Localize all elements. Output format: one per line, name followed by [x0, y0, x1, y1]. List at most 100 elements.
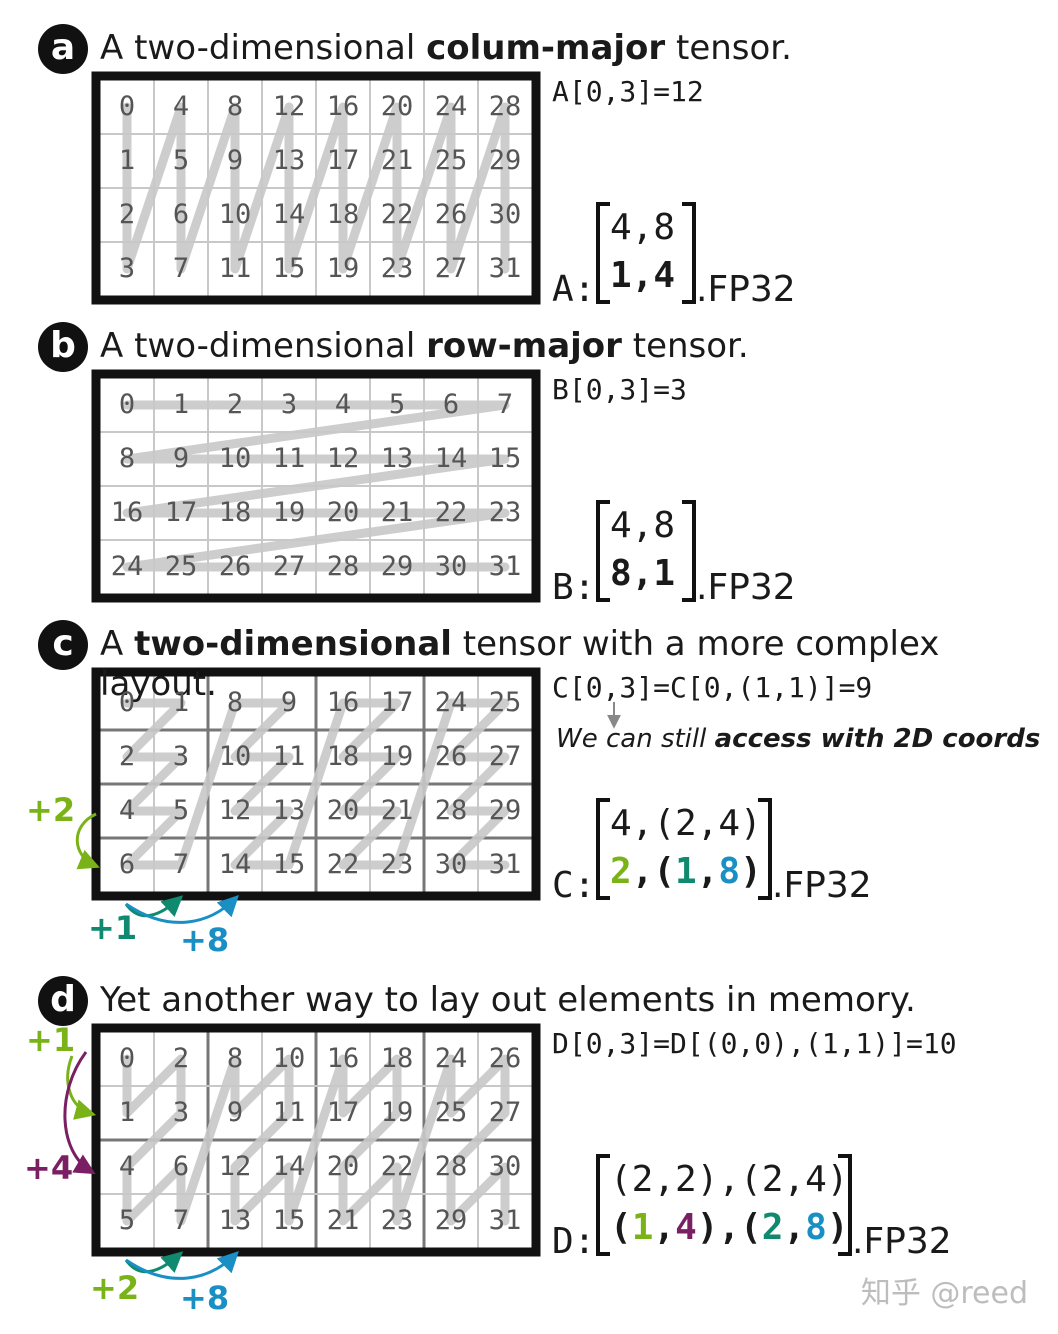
tensor-cell: 21	[380, 795, 414, 826]
stride-arrow-bottom-1	[124, 895, 184, 918]
tensor-cell: 4	[172, 91, 190, 122]
tensor-cell: 25	[434, 1097, 468, 1128]
tensor-cell: 14	[434, 443, 468, 474]
tensor-cell: 24	[434, 687, 468, 718]
panel-title-post: tensor.	[621, 326, 749, 366]
access-note-bold: access with 2D coords	[714, 724, 1041, 754]
tensor-cell: 31	[488, 849, 522, 880]
tensor-cell: 28	[488, 91, 522, 122]
tensor-cell: 6	[118, 849, 136, 880]
layout-shape-top: (2,2),(2,4)	[610, 1159, 849, 1200]
stride-label-bottom-2: +8	[180, 921, 230, 959]
tensor-cell: 23	[380, 849, 414, 880]
tensor-cell: 7	[172, 1205, 190, 1236]
stride-arrow-left-2	[63, 1051, 96, 1175]
matrix-bracket-left	[596, 798, 610, 900]
matrix-bracket-right	[758, 798, 772, 900]
tensor-cell: 1	[172, 687, 190, 718]
tensor-cell: 17	[380, 687, 414, 718]
matrix-bracket-left	[596, 1154, 610, 1256]
tensor-cell: 9	[226, 1097, 244, 1128]
layout-shape-top: 4,(2,4)	[610, 803, 762, 844]
tensor-cell: 8	[226, 1043, 244, 1074]
tensor-cell: 11	[218, 253, 252, 284]
tensor-dtype: .FP32	[852, 1221, 952, 1262]
panel-title-pre: A two-dimensional	[100, 326, 427, 366]
tensor-cell: 23	[380, 1205, 414, 1236]
tensor-cell: 7	[496, 389, 514, 420]
tensor-cell: 3	[172, 1097, 190, 1128]
tensor-cell: 4	[118, 795, 136, 826]
tensor-cell: 15	[272, 1205, 306, 1236]
panel-title-bold: colum-major	[426, 28, 666, 68]
tensor-cell: 31	[488, 253, 522, 284]
tensor-cell: 13	[380, 443, 414, 474]
tensor-cell: 12	[272, 91, 306, 122]
tensor-cell: 28	[326, 551, 360, 582]
tensor-dtype: .FP32	[696, 269, 796, 310]
stride-label-bottom-1: +2	[90, 1269, 140, 1307]
tensor-cell: 21	[380, 145, 414, 176]
panel-title: A two-dimensional row-major tensor.	[100, 326, 749, 366]
tensor-cell: 9	[172, 443, 190, 474]
tensor-border	[91, 667, 541, 901]
stride-arrow-left-1	[66, 1055, 97, 1120]
tensor-cell: 29	[488, 795, 522, 826]
tensor-cell: 10	[218, 741, 252, 772]
tensor-cell: 3	[118, 253, 136, 284]
tensor-cell: 18	[326, 741, 360, 772]
stride-label-left: +2	[26, 791, 76, 829]
tensor-cell: 19	[380, 741, 414, 772]
tensor-cell: 0	[118, 389, 136, 420]
tensor-cell: 2	[118, 199, 136, 230]
layout-stride: (1,4),(2,8)	[610, 1208, 849, 1248]
tensor-dtype: .FP32	[696, 567, 796, 608]
tensor-cell: 27	[488, 1097, 522, 1128]
layout-shape-top: 4,8	[610, 207, 676, 248]
tensor-cell: 3	[280, 389, 298, 420]
stride-part: 1,4	[610, 255, 676, 296]
tensor-cell: 19	[272, 497, 306, 528]
tensor-cell: 29	[434, 1205, 468, 1236]
tensor-cell: 18	[218, 497, 252, 528]
tensor-cell: 8	[226, 91, 244, 122]
tensor-cell: 16	[326, 91, 360, 122]
tensor-cell: 20	[380, 91, 414, 122]
tensor-border	[91, 1023, 541, 1257]
tensor-cell: 30	[434, 551, 468, 582]
panel-badge-c: c	[38, 620, 88, 670]
matrix-bracket-left	[596, 500, 610, 602]
stride-part: (	[610, 1207, 632, 1248]
tensor-cell: 4	[334, 389, 352, 420]
tensor-cell: 5	[388, 389, 406, 420]
tensor-cell: 9	[226, 145, 244, 176]
stride-label-left-1: +1	[26, 1021, 76, 1059]
tensor-cell: 15	[272, 849, 306, 880]
tensor-cell: 25	[488, 687, 522, 718]
tensor-cell: 1	[172, 389, 190, 420]
tensor-cell: 23	[488, 497, 522, 528]
tensor-cell: 19	[380, 1097, 414, 1128]
tensor-cell: 18	[326, 199, 360, 230]
panel-title-pre: Yet another way to lay out elements in m…	[100, 980, 916, 1020]
tensor-cell: 14	[272, 1151, 306, 1182]
tensor-cell: 7	[172, 253, 190, 284]
tensor-cell: 26	[488, 1043, 522, 1074]
tensor-cell: 21	[326, 1205, 360, 1236]
tensor-cell: 14	[218, 849, 252, 880]
tensor-cell: 15	[272, 253, 306, 284]
memory-order-path	[122, 698, 510, 870]
layout-shape-top: 4,8	[610, 505, 676, 546]
tensor-cell: 4	[118, 1151, 136, 1182]
stride-label-bottom-1: +1	[88, 909, 138, 947]
tensor-cell: 20	[326, 1151, 360, 1182]
tensor-cell: 23	[380, 253, 414, 284]
tensor-cell: 25	[164, 551, 198, 582]
stride-part: 4	[675, 1207, 697, 1248]
tensor-cell: 27	[488, 741, 522, 772]
stride-part: ,(	[631, 851, 676, 892]
tensor-cell: 17	[164, 497, 198, 528]
stride-part: ,	[696, 851, 719, 892]
index-expression: C[0,3]=C[0,(1,1)]=9	[552, 671, 873, 704]
tensor-cell: 16	[326, 1043, 360, 1074]
